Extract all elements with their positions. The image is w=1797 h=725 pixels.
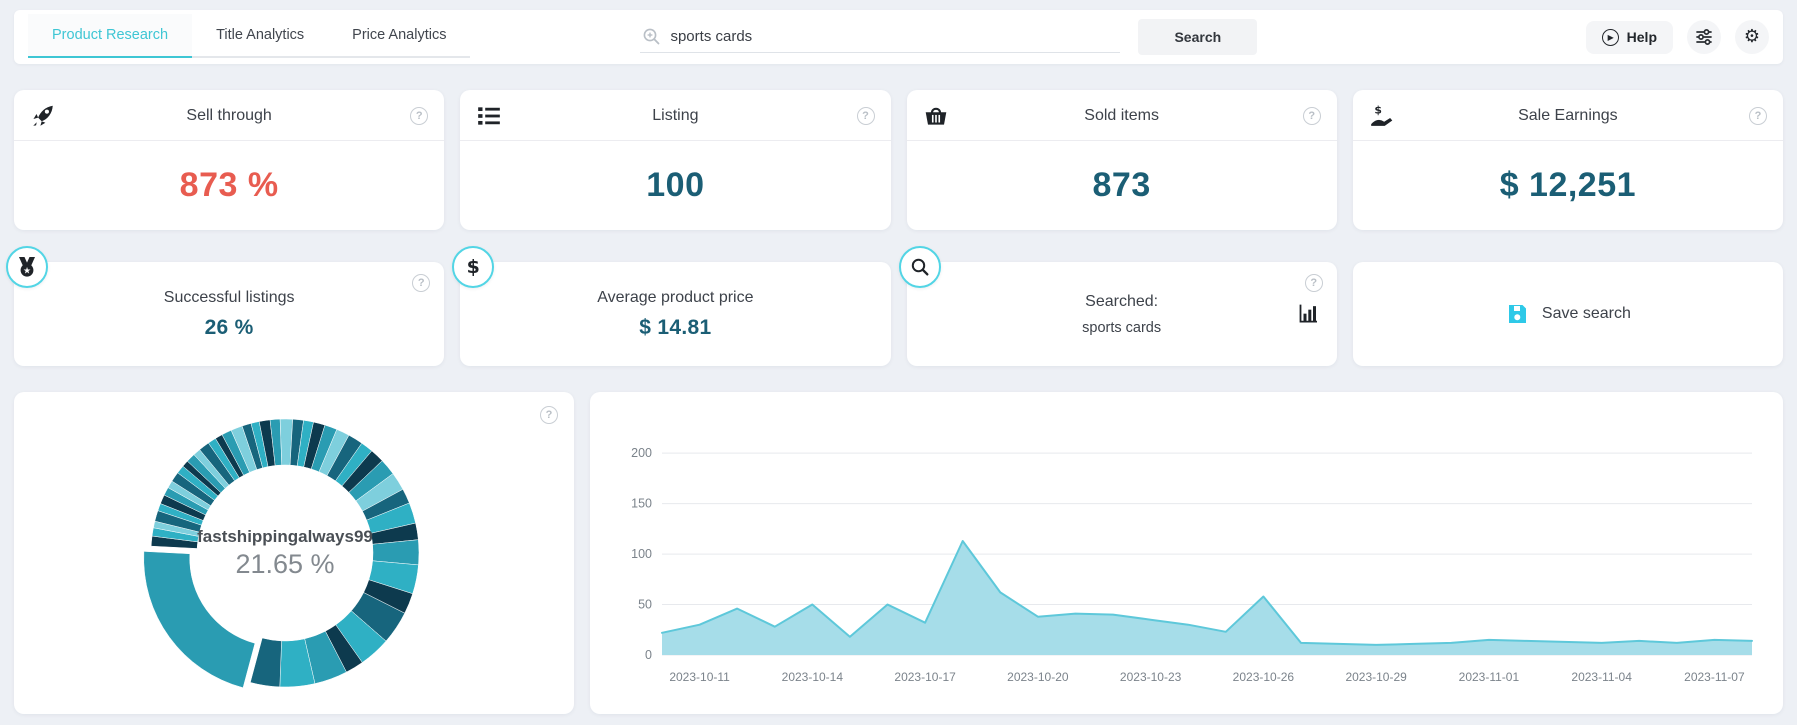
svg-text:2023-11-01: 2023-11-01 [1458,670,1519,684]
card-title: Sale Earnings [1518,107,1618,124]
help-tooltip-icon[interactable]: ? [1302,107,1321,125]
stat-card-listing: Listing ? 100 [460,90,891,230]
stat-value: 100 [646,166,705,204]
stat-value: 873 [1092,166,1151,204]
basket-icon [923,103,955,129]
svg-text:100: 100 [631,547,652,561]
search-bar[interactable] [640,21,1121,53]
svg-text:2023-10-29: 2023-10-29 [1345,670,1407,684]
help-button[interactable]: ▶ Help [1585,20,1673,54]
medal-icon: ★ [6,246,48,288]
tab-title-analytics[interactable]: Title Analytics [192,14,329,58]
charts-section: ? fastshippingalways99 21.65 % 0 50 100 150… [14,392,1783,714]
stat-value: $ 12,251 [1499,166,1637,204]
settings-button[interactable]: ⚙ [1735,20,1769,54]
topbar-actions: ▶ Help ⚙ [1585,20,1769,54]
svg-text:0: 0 [645,648,652,662]
card-title: Searched: [1085,292,1159,310]
stat-card-average-product-price: $ Average product price $ 14.81 [452,246,891,366]
list-icon [476,103,508,129]
help-tooltip-icon[interactable]: ? [412,274,431,292]
area-chart-svg: 0 50 100 150 200 2023-10-11 2023-10-14 2023-10-… [631,446,1753,684]
help-tooltip-icon[interactable]: ? [1304,274,1323,292]
donut-chart: fastshippingalways99 21.65 % [130,398,440,708]
save-icon [1505,302,1529,326]
play-icon: ▶ [1601,28,1619,46]
stat-card-searched: ? Searched: sports cards [898,246,1337,366]
tab-price-analytics[interactable]: Price Analytics [328,14,471,58]
sliders-icon [1694,27,1714,47]
gear-icon: ⚙ [1743,26,1761,47]
top-navigation-bar: Product Research Title Analytics Price A… [14,10,1783,64]
svg-text:2023-11-07: 2023-11-07 [1684,670,1745,684]
card-title: Average product price [597,288,754,306]
bar-chart-icon[interactable] [1297,303,1319,330]
stat-card-successful-listings: ★ ? Successful listings 26 % [6,246,445,366]
svg-text:2023-10-14: 2023-10-14 [781,670,843,684]
save-search-button[interactable]: Save search [1352,262,1783,366]
svg-text:50: 50 [638,598,652,612]
stat-value: 26 % [204,315,254,339]
hand-dollar-icon: $ [1369,103,1401,129]
svg-text:2023-10-20: 2023-10-20 [1007,670,1069,684]
stat-card-sale-earnings: $ Sale Earnings ? $ 12,251 [1352,90,1783,230]
card-title: Sell through [186,107,272,124]
stat-card-sell-through: Sell through ? 873 % [14,90,445,230]
card-title: Sold items [1084,107,1159,124]
card-title: Successful listings [163,288,295,306]
svg-text:$: $ [1374,103,1382,116]
help-tooltip-icon[interactable]: ? [540,406,558,424]
stat-card-sold-items: Sold items ? 873 [906,90,1337,230]
svg-text:200: 200 [631,446,652,460]
svg-text:2023-10-17: 2023-10-17 [894,670,956,684]
help-tooltip-icon[interactable]: ? [1749,107,1767,125]
tab-product-research[interactable]: Product Research [28,14,193,58]
filter-settings-button[interactable] [1687,20,1721,54]
top-sellers-donut-card: ? fastshippingalways99 21.65 % [14,392,574,714]
svg-text:2023-10-11: 2023-10-11 [669,670,730,684]
save-search-label: Save search [1541,305,1631,322]
sold-items-trend-card: 0 50 100 150 200 2023-10-11 2023-10-14 2023-10-… [590,392,1783,714]
search-icon [642,27,661,46]
stat-value: 873 % [179,166,279,204]
rocket-icon [30,103,62,129]
help-tooltip-icon[interactable]: ? [856,107,875,125]
stats-row-2: ★ ? Successful listings 26 % $ Average p… [6,246,1783,366]
stat-value: $ 14.81 [639,315,712,339]
svg-text:2023-11-04: 2023-11-04 [1571,670,1632,684]
svg-text:2023-10-23: 2023-10-23 [1119,670,1181,684]
dollar-icon: $ [452,246,495,288]
svg-text:2023-10-26: 2023-10-26 [1232,670,1294,684]
card-title: Listing [652,107,699,124]
help-tooltip-icon[interactable]: ? [410,107,429,125]
help-label: Help [1626,29,1657,45]
searched-term: sports cards [1082,319,1162,336]
svg-text:★: ★ [23,267,31,277]
tab-bar: Product Research Title Analytics Price A… [28,10,471,64]
svg-text:150: 150 [631,497,652,511]
stats-row-1: Sell through ? 873 % Listing ? 100 Sold … [14,90,1783,230]
search-input[interactable] [670,28,1119,45]
search-button[interactable]: Search [1138,19,1258,55]
donut-chart-svg [143,418,420,689]
magnifier-icon [898,246,941,288]
